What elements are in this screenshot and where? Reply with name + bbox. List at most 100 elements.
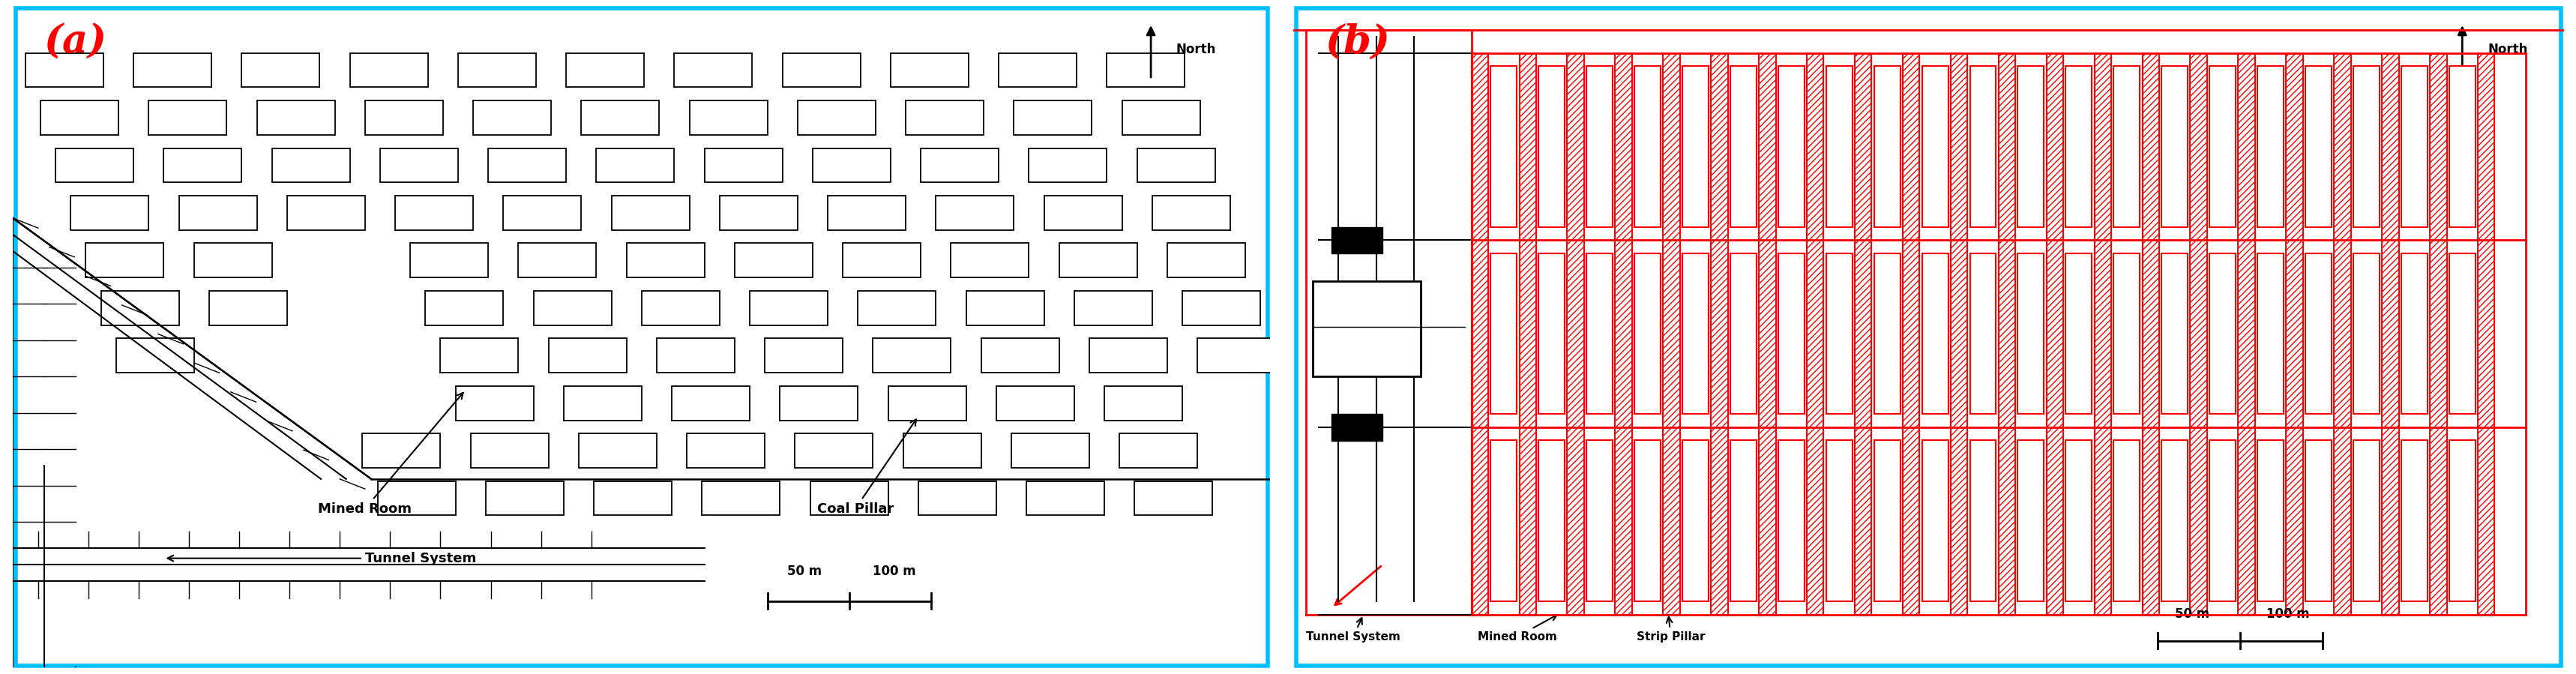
Bar: [149, 100, 227, 135]
Bar: [41, 100, 118, 135]
Bar: [1471, 53, 2524, 615]
Bar: [70, 195, 149, 230]
Bar: [582, 100, 659, 135]
Bar: [1167, 243, 1244, 278]
Bar: [471, 433, 549, 468]
Bar: [2161, 440, 2187, 601]
Bar: [1615, 53, 1631, 615]
Bar: [456, 386, 533, 420]
Bar: [2257, 66, 2282, 227]
Bar: [1520, 53, 1535, 615]
Bar: [1198, 338, 1275, 373]
Bar: [2190, 53, 2208, 615]
Bar: [518, 243, 595, 278]
Bar: [1587, 440, 1613, 601]
Bar: [2401, 440, 2427, 601]
Text: 100 m: 100 m: [2264, 607, 2308, 621]
Bar: [366, 100, 443, 135]
Bar: [1182, 290, 1260, 325]
Bar: [193, 243, 273, 278]
Bar: [2447, 66, 2476, 227]
Bar: [564, 386, 641, 420]
Bar: [783, 53, 860, 88]
Bar: [1010, 433, 1090, 468]
Bar: [1538, 66, 1564, 227]
Bar: [2141, 53, 2159, 615]
Bar: [1922, 66, 1947, 227]
Bar: [2066, 253, 2092, 414]
Bar: [611, 195, 690, 230]
Bar: [273, 148, 350, 183]
Bar: [1826, 66, 1852, 227]
Bar: [966, 290, 1043, 325]
Bar: [2257, 253, 2282, 414]
Text: (a): (a): [44, 23, 108, 61]
Bar: [1922, 253, 1947, 414]
Bar: [1025, 481, 1105, 516]
Bar: [474, 100, 551, 135]
Bar: [1662, 53, 1680, 615]
Bar: [2352, 253, 2378, 414]
Bar: [1489, 66, 1517, 227]
Bar: [100, 290, 178, 325]
Bar: [2045, 53, 2063, 615]
Bar: [1121, 100, 1200, 135]
Bar: [1728, 440, 1757, 601]
Bar: [487, 148, 567, 183]
Bar: [799, 100, 876, 135]
Bar: [672, 386, 750, 420]
Bar: [1151, 195, 1229, 230]
Bar: [1968, 440, 1996, 601]
Bar: [981, 338, 1059, 373]
Bar: [951, 243, 1028, 278]
Bar: [734, 243, 811, 278]
Bar: [2285, 53, 2303, 615]
Bar: [917, 481, 997, 516]
Bar: [1059, 243, 1136, 278]
Bar: [2257, 440, 2282, 601]
Bar: [2017, 440, 2043, 601]
Bar: [1826, 253, 1852, 414]
Bar: [2017, 66, 2043, 227]
Bar: [1471, 53, 2524, 615]
Bar: [2447, 253, 2476, 414]
Bar: [889, 386, 966, 420]
Bar: [657, 338, 734, 373]
Bar: [2239, 53, 2254, 615]
Bar: [1968, 66, 1996, 227]
Bar: [1855, 53, 1870, 615]
Bar: [410, 243, 487, 278]
Bar: [1538, 253, 1564, 414]
Bar: [2306, 253, 2331, 414]
Bar: [809, 481, 889, 516]
Bar: [1968, 253, 1996, 414]
Bar: [891, 53, 969, 88]
Bar: [1108, 53, 1185, 88]
Bar: [781, 386, 858, 420]
Bar: [379, 481, 456, 516]
Bar: [394, 195, 474, 230]
Bar: [858, 290, 935, 325]
Text: (b): (b): [1324, 23, 1391, 61]
Bar: [1633, 253, 1659, 414]
Bar: [904, 100, 984, 135]
Bar: [2208, 66, 2236, 227]
Bar: [2112, 253, 2138, 414]
Bar: [286, 195, 366, 230]
Bar: [1489, 253, 1517, 414]
Bar: [165, 148, 242, 183]
Bar: [567, 53, 644, 88]
Bar: [2066, 66, 2092, 227]
Bar: [1777, 440, 1803, 601]
Bar: [26, 53, 103, 88]
Bar: [2161, 253, 2187, 414]
Bar: [85, 243, 165, 278]
Bar: [1710, 53, 1728, 615]
Bar: [580, 433, 657, 468]
Text: 50 m: 50 m: [2174, 607, 2208, 621]
Bar: [997, 386, 1074, 420]
Bar: [1922, 440, 1947, 601]
Bar: [796, 433, 873, 468]
Bar: [765, 338, 842, 373]
Bar: [999, 53, 1077, 88]
